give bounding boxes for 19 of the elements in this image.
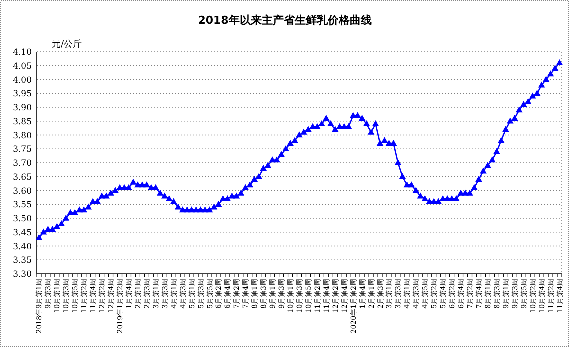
- y-tick-label: 3.80: [13, 131, 32, 142]
- y-tick-label: 3.65: [13, 172, 32, 183]
- y-tick-label: 3.40: [13, 242, 32, 252]
- y-tick-label: 3.45: [13, 228, 32, 238]
- y-tick-label: 3.50: [13, 214, 32, 224]
- y-tick-label: 3.55: [13, 200, 32, 211]
- y-tick-label: 3.30: [13, 270, 32, 280]
- y-tick-label: 3.75: [13, 145, 32, 156]
- y-tick-label: 3.95: [13, 90, 32, 100]
- y-axis-title: 元/公斤: [52, 39, 82, 50]
- y-tick-label: 4.05: [13, 62, 32, 72]
- y-tick-label: 4.00: [13, 76, 32, 86]
- y-tick-label: 3.60: [13, 186, 32, 197]
- chart-title: 2018年以来主产省生鲜乳价格曲线: [198, 14, 372, 27]
- y-tick-label: 3.90: [13, 104, 32, 114]
- y-tick-label: 3.70: [13, 159, 32, 169]
- y-tick-label: 3.85: [13, 117, 32, 128]
- y-tick-label: 3.35: [13, 256, 32, 266]
- y-tick-label: 4.10: [13, 48, 32, 58]
